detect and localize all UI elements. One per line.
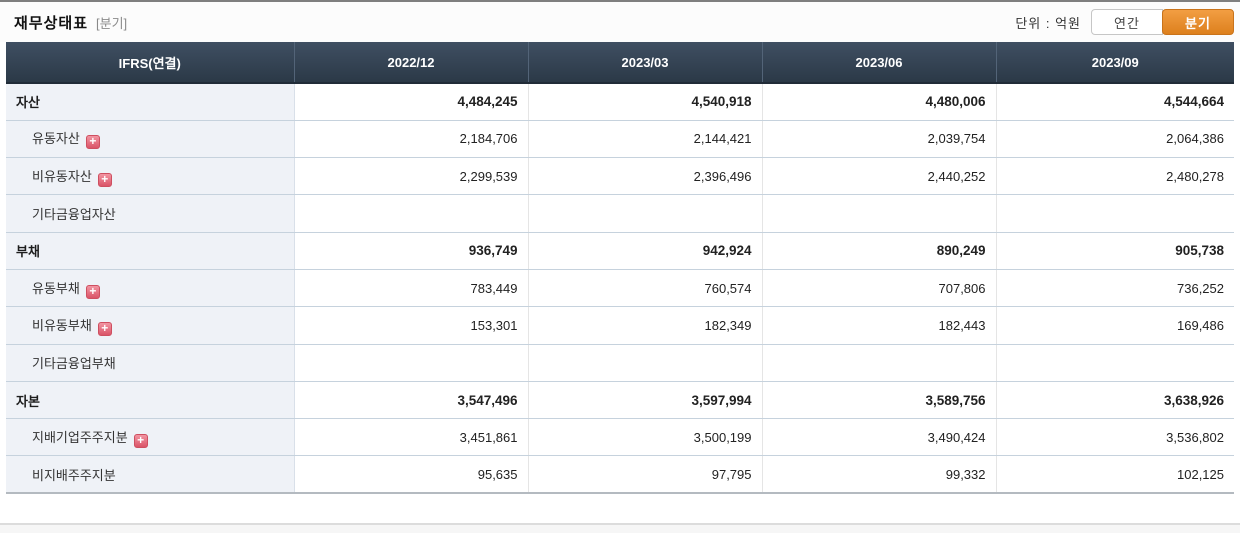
value-cell: 3,547,496 xyxy=(294,381,529,420)
value-cell: 2,039,754 xyxy=(762,120,997,159)
value-cell: 736,252 xyxy=(996,269,1234,308)
value-cell: 3,638,926 xyxy=(996,381,1234,420)
value-cell: 97,795 xyxy=(528,455,763,495)
value-cell: 2,144,421 xyxy=(528,120,763,159)
value-cell: 707,806 xyxy=(762,269,997,308)
value-cell xyxy=(294,194,529,233)
value-cell: 182,349 xyxy=(528,306,763,345)
value-cell: 2,064,386 xyxy=(996,120,1234,159)
row-label: 자산 xyxy=(16,95,40,111)
period-column-header: 2022/12 xyxy=(293,42,528,84)
value-cell: 890,249 xyxy=(762,232,997,270)
expand-plus-icon[interactable]: + xyxy=(133,433,148,448)
value-cell: 3,589,756 xyxy=(762,381,997,420)
annual-toggle-button[interactable]: 연간 xyxy=(1091,9,1163,35)
page-subtitle: [분기] xyxy=(96,15,128,31)
page-title: 재무상태표 xyxy=(14,14,89,32)
row-label-cell: 비유동자산 + xyxy=(6,157,295,196)
value-cell: 936,749 xyxy=(294,232,529,270)
value-cell: 102,125 xyxy=(996,455,1234,495)
row-label-cell: 유동자산 + xyxy=(6,120,295,159)
table-header-row: IFRS(연결) 2022/12 2023/03 2023/06 2023/09 xyxy=(6,42,1234,84)
value-cell: 153,301 xyxy=(294,306,529,345)
expand-plus-icon[interactable]: + xyxy=(97,172,112,187)
row-label-cell: 부채 xyxy=(6,232,295,270)
value-cell xyxy=(294,344,529,382)
table-row: 유동자산 +2,184,706 2,144,421 2,039,754 2,064,38… xyxy=(6,120,1234,159)
row-label-cell: 비유동부채 + xyxy=(6,306,295,345)
row-label: 자본 xyxy=(16,393,40,409)
table-row: 비유동부채 +153,301 182,349 182,443 169,486 xyxy=(6,306,1234,345)
value-cell: 4,484,245 xyxy=(294,83,529,121)
bottom-divider xyxy=(0,523,1240,533)
value-cell: 760,574 xyxy=(528,269,763,308)
table-row: 자본 3,547,496 3,597,994 3,589,756 3,638,926 xyxy=(6,381,1234,420)
table-row: 자산 4,484,245 4,540,918 4,480,006 4,544,664 xyxy=(6,83,1234,121)
row-label-cell: 유동부채 + xyxy=(6,269,295,308)
value-cell: 4,540,918 xyxy=(528,83,763,121)
financial-statement-table: IFRS(연결) 2022/12 2023/03 2023/06 2023/09… xyxy=(6,42,1234,495)
table-row: 기타금융업부채 xyxy=(6,344,1234,382)
row-label-cell: 기타금융업자산 xyxy=(6,194,295,233)
row-label: 유동부채 xyxy=(32,280,80,296)
row-label: 기타금융업자산 xyxy=(32,207,116,223)
expand-plus-icon[interactable]: + xyxy=(85,135,100,150)
table-row: 지배기업주주지분 +3,451,861 3,500,199 3,490,424 3,53… xyxy=(6,418,1234,457)
value-cell: 2,299,539 xyxy=(294,157,529,196)
value-cell xyxy=(762,194,997,233)
value-cell: 95,635 xyxy=(294,455,529,495)
table-row: 비유동자산 +2,299,539 2,396,496 2,440,252 2,480,2… xyxy=(6,157,1234,196)
row-label-cell: 지배기업주주지분 + xyxy=(6,418,295,457)
value-cell xyxy=(762,344,997,382)
row-label: 비유동부채 xyxy=(32,317,92,333)
row-label: 기타금융업부채 xyxy=(32,356,116,372)
row-label: 비지배주주지분 xyxy=(32,467,116,483)
value-cell: 2,396,496 xyxy=(528,157,763,196)
value-cell: 3,597,994 xyxy=(528,381,763,420)
value-cell: 2,184,706 xyxy=(294,120,529,159)
value-cell: 182,443 xyxy=(762,306,997,345)
expand-plus-icon[interactable]: + xyxy=(85,284,100,299)
value-cell: 3,490,424 xyxy=(762,418,997,457)
unit-label: 단위 : 억원 xyxy=(1015,15,1081,31)
value-cell: 905,738 xyxy=(996,232,1234,270)
row-label: 부채 xyxy=(16,244,40,260)
value-cell: 99,332 xyxy=(762,455,997,495)
value-cell xyxy=(528,344,763,382)
value-cell xyxy=(996,194,1234,233)
row-label: 지배기업주주지분 xyxy=(32,429,128,445)
value-cell: 942,924 xyxy=(528,232,763,270)
period-column-header: 2023/03 xyxy=(527,42,762,84)
table-row: 부채 936,749 942,924 890,249 905,738 xyxy=(6,232,1234,270)
value-cell: 4,544,664 xyxy=(996,83,1234,121)
value-cell: 2,440,252 xyxy=(762,157,997,196)
row-label: 비유동자산 xyxy=(32,168,92,184)
table-row: 유동부채 +783,449 760,574 707,806 736,252 xyxy=(6,269,1234,308)
ifrs-column-header: IFRS(연결) xyxy=(6,42,294,84)
period-column-header: 2023/09 xyxy=(995,42,1234,84)
row-label-cell: 자본 xyxy=(6,381,295,420)
value-cell: 2,480,278 xyxy=(996,157,1234,196)
table-row: 기타금융업자산 xyxy=(6,194,1234,233)
value-cell: 783,449 xyxy=(294,269,529,308)
value-cell: 3,451,861 xyxy=(294,418,529,457)
value-cell: 169,486 xyxy=(996,306,1234,345)
value-cell xyxy=(528,194,763,233)
title-bar: 재무상태표 [분기] 단위 : 억원 연간 분기 xyxy=(0,0,1240,42)
table-row: 비지배주주지분 95,635 97,795 99,332 102,125 xyxy=(6,455,1234,495)
row-label-cell: 비지배주주지분 xyxy=(6,455,295,495)
quarterly-toggle-button[interactable]: 분기 xyxy=(1162,9,1234,35)
value-cell: 3,536,802 xyxy=(996,418,1234,457)
value-cell: 3,500,199 xyxy=(528,418,763,457)
period-column-header: 2023/06 xyxy=(761,42,996,84)
row-label-cell: 기타금융업부채 xyxy=(6,344,295,382)
table-body: 자산 4,484,245 4,540,918 4,480,006 4,544,664 유동… xyxy=(6,83,1234,495)
row-label-cell: 자산 xyxy=(6,83,295,121)
row-label: 유동자산 xyxy=(32,131,80,147)
value-cell: 4,480,006 xyxy=(762,83,997,121)
expand-plus-icon[interactable]: + xyxy=(97,321,112,336)
value-cell xyxy=(996,344,1234,382)
